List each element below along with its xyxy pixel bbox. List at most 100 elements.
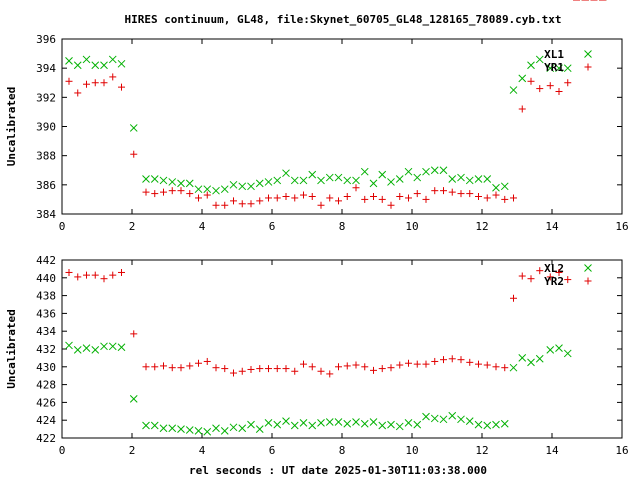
marker-stroke	[150, 421, 159, 430]
marker-stroke	[100, 342, 108, 351]
x-tick-label: 2	[129, 444, 136, 457]
data-point	[159, 176, 168, 185]
data-point	[378, 195, 386, 203]
data-point	[483, 194, 491, 202]
data-point	[100, 61, 108, 70]
data-point	[82, 55, 91, 64]
data-point	[564, 79, 572, 87]
data-point	[527, 358, 535, 367]
marker-stroke	[500, 419, 509, 428]
data-point	[109, 271, 117, 279]
x-tick-label: 16	[615, 444, 628, 457]
data-point	[431, 187, 439, 195]
marker-stroke	[317, 419, 325, 427]
data-point	[343, 176, 352, 185]
marker-stroke	[117, 343, 126, 352]
data-point	[360, 167, 369, 176]
marker-stroke	[65, 341, 73, 350]
data-point	[527, 77, 535, 85]
data-point	[500, 182, 509, 191]
data-point	[536, 85, 544, 93]
data-point	[352, 418, 360, 426]
marker-stroke	[492, 420, 500, 429]
data-point	[466, 190, 474, 198]
x-tick-label: 2	[129, 220, 136, 233]
data-point	[282, 365, 290, 373]
data-point	[142, 188, 150, 196]
data-point	[273, 176, 282, 185]
marker-stroke	[352, 418, 360, 426]
marker-stroke	[352, 176, 360, 185]
marker-stroke	[229, 180, 238, 189]
y-tick-label: 434	[36, 325, 56, 338]
data-point	[492, 191, 500, 199]
data-point	[431, 357, 439, 365]
x-tick-label: 16	[615, 220, 628, 233]
marker-stroke	[546, 64, 555, 73]
data-point	[518, 354, 527, 362]
data-point	[360, 419, 369, 428]
marker-stroke	[422, 167, 430, 176]
data-point	[325, 418, 334, 426]
y-tick-label: 388	[36, 150, 56, 163]
data-point	[247, 200, 255, 208]
marker-stroke	[395, 175, 404, 183]
data-point	[168, 364, 176, 372]
data-point	[91, 61, 100, 70]
marker-stroke	[430, 166, 439, 175]
marker-stroke	[387, 178, 395, 186]
data-point	[405, 359, 412, 367]
marker-stroke	[185, 179, 194, 188]
data-point	[317, 201, 325, 209]
data-point	[129, 394, 138, 403]
data-point	[413, 420, 422, 429]
data-point	[448, 175, 457, 183]
data-point	[439, 166, 448, 175]
data-point	[130, 330, 138, 338]
data-point	[308, 363, 316, 371]
marker-stroke	[325, 173, 334, 182]
data-point	[475, 193, 482, 200]
data-point	[317, 367, 325, 375]
data-point	[370, 366, 377, 374]
data-point	[483, 361, 491, 369]
marker-stroke	[129, 394, 138, 403]
data-point	[74, 89, 82, 97]
data-point	[475, 360, 482, 368]
y-tick-label: 394	[36, 62, 56, 75]
data-point	[255, 425, 264, 433]
y-tick-label: 386	[36, 179, 56, 192]
marker-stroke	[73, 61, 82, 70]
data-point	[404, 167, 413, 176]
data-point	[492, 183, 500, 192]
data-point	[230, 369, 237, 377]
data-point	[109, 73, 117, 81]
marker-stroke	[395, 422, 404, 431]
data-point	[100, 342, 108, 351]
data-point	[195, 359, 202, 367]
data-point	[335, 197, 342, 205]
x-tick-label: 6	[269, 444, 276, 457]
data-point	[326, 194, 334, 202]
y-tick-label: 424	[36, 414, 56, 427]
data-point	[518, 74, 527, 83]
data-point	[273, 194, 281, 202]
data-point	[108, 342, 117, 351]
marker-stroke	[555, 64, 563, 73]
data-point	[430, 414, 439, 423]
data-point	[308, 421, 317, 430]
marker-stroke	[317, 176, 325, 185]
marker-stroke	[360, 419, 369, 428]
data-point	[203, 357, 211, 365]
data-point	[404, 419, 413, 427]
legend-label-xl2: XL2	[544, 262, 564, 275]
data-point	[546, 82, 554, 90]
data-point	[142, 421, 150, 430]
marker-stroke	[404, 419, 413, 427]
data-point	[387, 178, 395, 186]
y-axis-label: Uncalibrated	[5, 309, 18, 388]
data-point	[118, 83, 125, 91]
legend-marker-xl1	[584, 50, 592, 58]
x-tick-label: 0	[59, 444, 66, 457]
